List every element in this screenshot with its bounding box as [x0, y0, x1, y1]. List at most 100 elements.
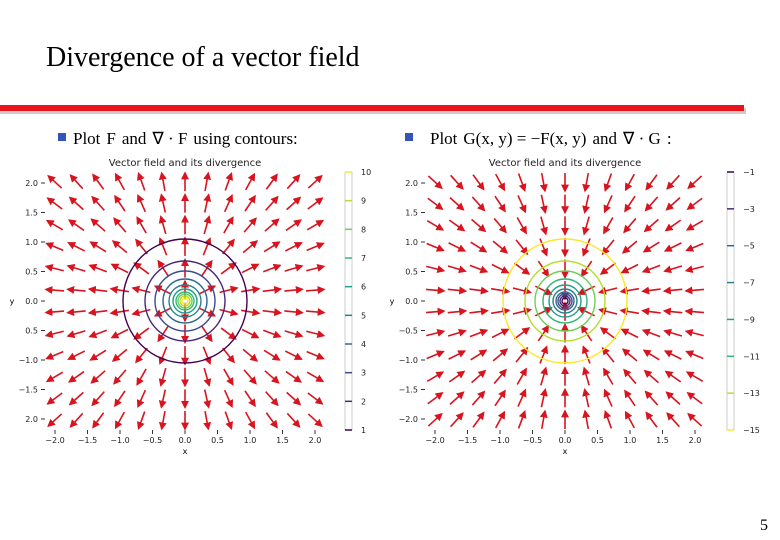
field-arrow: [469, 307, 489, 316]
field-arrow: [219, 308, 239, 317]
field-arrow: [284, 285, 304, 294]
field-arrow: [621, 240, 638, 254]
field-arrow: [158, 367, 167, 387]
field-arrow: [582, 409, 591, 429]
field-arrow: [262, 263, 282, 273]
x-axis-label: x: [563, 447, 568, 456]
field-arrow: [44, 330, 64, 338]
field-arrow: [223, 389, 234, 409]
field-arrow: [306, 264, 326, 272]
field-arrow: [114, 411, 126, 430]
y-tick-label: 0.5: [25, 268, 38, 277]
field-arrow: [685, 371, 704, 382]
field-arrow: [517, 410, 527, 429]
field-arrow: [687, 412, 703, 427]
field-arrow: [427, 412, 443, 427]
field-arrow: [158, 171, 167, 191]
contour: [561, 297, 569, 305]
colorbar-tick-label: 10: [361, 168, 371, 177]
x-tick-label: 0.5: [211, 436, 224, 445]
field-arrow: [472, 174, 485, 191]
field-arrow: [469, 328, 489, 338]
field-arrow: [264, 370, 280, 384]
field-arrow: [284, 330, 304, 339]
field-arrow: [157, 325, 169, 343]
field-arrow: [516, 367, 527, 385]
field-arrow: [663, 242, 682, 252]
field-arrow: [284, 350, 303, 360]
field-arrow: [203, 389, 212, 409]
field-arrow: [202, 346, 212, 365]
field-arrow: [67, 350, 86, 360]
field-arrow: [598, 286, 618, 295]
field-arrow: [135, 347, 148, 364]
field-arrow: [113, 369, 127, 385]
colorbar-tick-label: 3: [361, 369, 366, 378]
x-tick-label: 2.0: [309, 436, 322, 445]
field-arrow: [305, 308, 326, 317]
contour: [552, 288, 578, 314]
field-arrow: [490, 307, 511, 316]
field-arrow: [46, 197, 63, 210]
field-arrow: [663, 350, 682, 360]
y-axis-label: y: [390, 297, 395, 306]
field-arrow: [540, 366, 548, 386]
field-arrow: [306, 350, 325, 360]
field-arrow: [265, 391, 279, 407]
y-tick-label: −1.5: [19, 386, 38, 395]
field-arrow: [222, 347, 235, 364]
field-arrow: [114, 390, 126, 408]
field-arrow: [471, 369, 487, 384]
field-arrow: [133, 327, 150, 340]
field-arrow: [471, 196, 486, 212]
y-tick-label: 2.0: [405, 179, 418, 188]
y-tick-label: 1.0: [25, 238, 38, 247]
field-arrow: [664, 219, 682, 232]
field-arrow: [537, 260, 550, 278]
field-arrow: [47, 413, 63, 428]
x-tick-label: −1.5: [458, 436, 477, 445]
field-arrow: [601, 346, 615, 363]
field-arrow: [158, 215, 167, 235]
field-arrow: [46, 392, 63, 405]
math-term: G(x, y) = −F(x, y): [463, 129, 586, 148]
field-arrow: [494, 195, 506, 213]
field-arrow: [45, 219, 64, 231]
field-arrow: [220, 262, 237, 275]
field-arrow: [66, 285, 86, 294]
y-tick-label: 1.5: [405, 209, 418, 218]
field-arrow: [307, 174, 323, 189]
colorbar-tick-label: 4: [361, 340, 366, 349]
field-arrow: [603, 173, 613, 192]
x-tick-label: 0.0: [559, 436, 572, 445]
field-arrow: [598, 307, 618, 316]
colorbar-tick-label: 9: [361, 197, 366, 206]
x-tick-label: 2.0: [689, 436, 702, 445]
field-arrow: [517, 195, 527, 214]
field-arrow: [685, 220, 704, 231]
field-arrow: [641, 286, 661, 295]
field-arrow: [470, 349, 488, 361]
field-arrow: [492, 240, 509, 254]
field-arrow: [224, 172, 233, 191]
field-arrow: [427, 175, 443, 190]
field-arrow: [91, 391, 105, 407]
x-tick-label: −0.5: [143, 436, 162, 445]
field-arrow: [471, 218, 487, 233]
field-arrow: [684, 286, 705, 295]
field-arrow: [624, 389, 636, 407]
x-tick-label: −0.5: [523, 436, 542, 445]
field-arrow: [306, 330, 326, 338]
field-arrow: [644, 196, 659, 212]
field-arrow: [666, 412, 680, 428]
contour: [548, 284, 582, 318]
field-arrow: [469, 264, 489, 274]
field-arrow: [203, 215, 212, 235]
contour: [144, 260, 226, 342]
field-arrow: [582, 216, 590, 236]
field-arrow: [67, 370, 85, 383]
field-arrow: [262, 285, 283, 294]
colorbar: [726, 171, 735, 431]
field-arrow: [645, 411, 658, 428]
contour: [542, 278, 588, 324]
